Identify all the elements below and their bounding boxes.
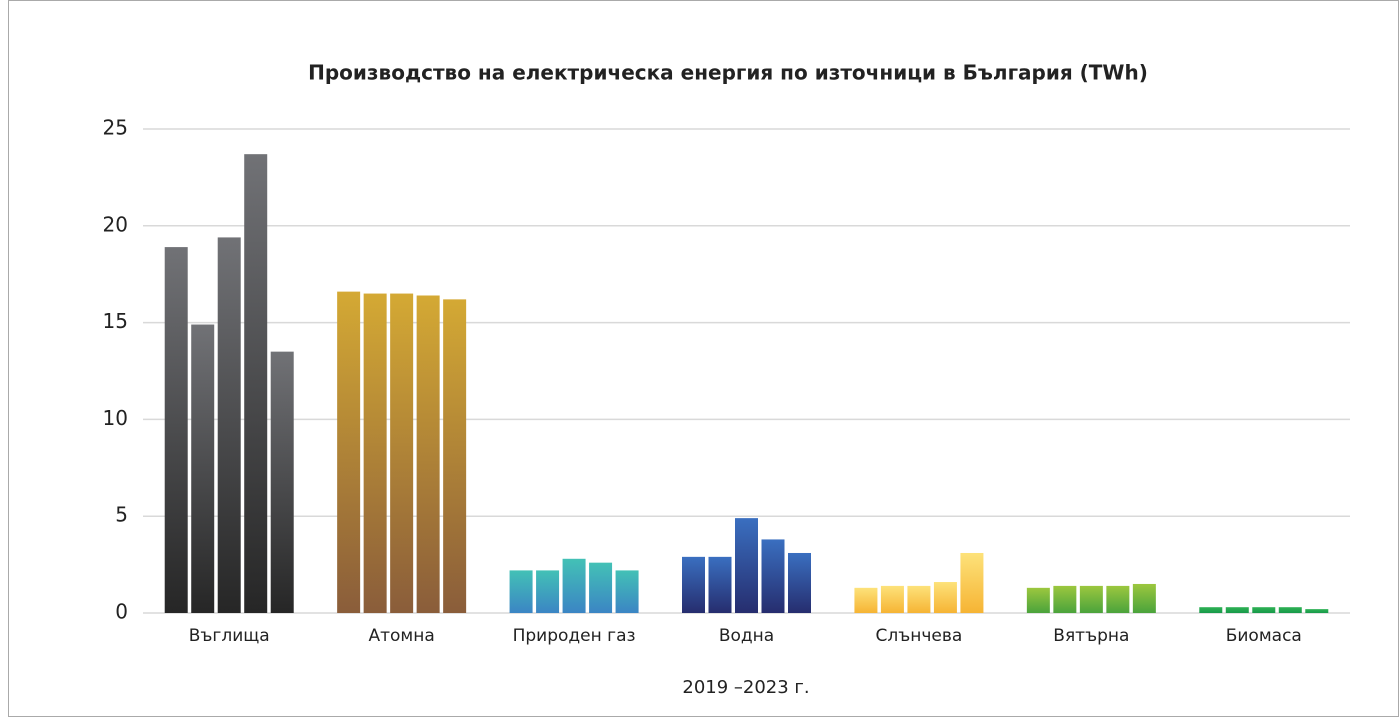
bar	[1225, 607, 1249, 613]
bar	[217, 237, 241, 613]
bar	[1026, 587, 1050, 613]
bar	[880, 585, 904, 613]
x-tick-label: Водна	[719, 626, 774, 646]
bar	[562, 558, 586, 613]
bar	[416, 295, 440, 613]
bar	[337, 291, 361, 613]
x-axis-label: 2019 –2023 г.	[682, 677, 809, 698]
bar	[589, 562, 613, 613]
bar	[960, 552, 984, 613]
bar	[1079, 585, 1103, 613]
bar	[761, 539, 785, 613]
x-tick-label: Атомна	[368, 626, 434, 646]
x-tick-label: Вятърна	[1053, 626, 1129, 646]
x-tick-label: Биомаса	[1226, 626, 1302, 646]
bar	[708, 556, 732, 613]
x-tick-label: Природен газ	[513, 626, 636, 646]
bar	[509, 570, 533, 613]
y-tick-label: 20	[103, 212, 128, 236]
bar	[244, 154, 268, 613]
bar	[682, 556, 705, 613]
y-tick-label: 0	[115, 600, 128, 624]
bar	[1252, 607, 1276, 613]
bar	[615, 570, 639, 613]
y-tick-label: 10	[103, 406, 128, 430]
y-tick-label: 25	[103, 116, 128, 140]
bar	[735, 518, 758, 613]
bar	[1053, 585, 1077, 613]
bar	[390, 293, 414, 613]
bar	[191, 324, 215, 613]
bar	[363, 293, 387, 613]
bar	[1106, 585, 1130, 613]
x-tick-label: Слънчева	[876, 626, 963, 646]
bar	[933, 582, 957, 613]
bar	[854, 587, 878, 613]
bar	[788, 552, 811, 613]
bar	[907, 585, 931, 613]
chart-title: Производство на електрическа енергия по …	[308, 61, 1148, 85]
bar	[1132, 583, 1156, 613]
x-tick-label: Въглища	[189, 626, 270, 646]
bar	[164, 247, 188, 613]
bar	[443, 299, 467, 613]
bar	[1278, 607, 1302, 613]
y-tick-label: 5	[115, 503, 128, 527]
bar	[1199, 607, 1223, 613]
bar	[536, 570, 560, 613]
y-tick-label: 15	[103, 309, 128, 333]
bar	[1305, 609, 1329, 613]
bar	[270, 351, 294, 613]
